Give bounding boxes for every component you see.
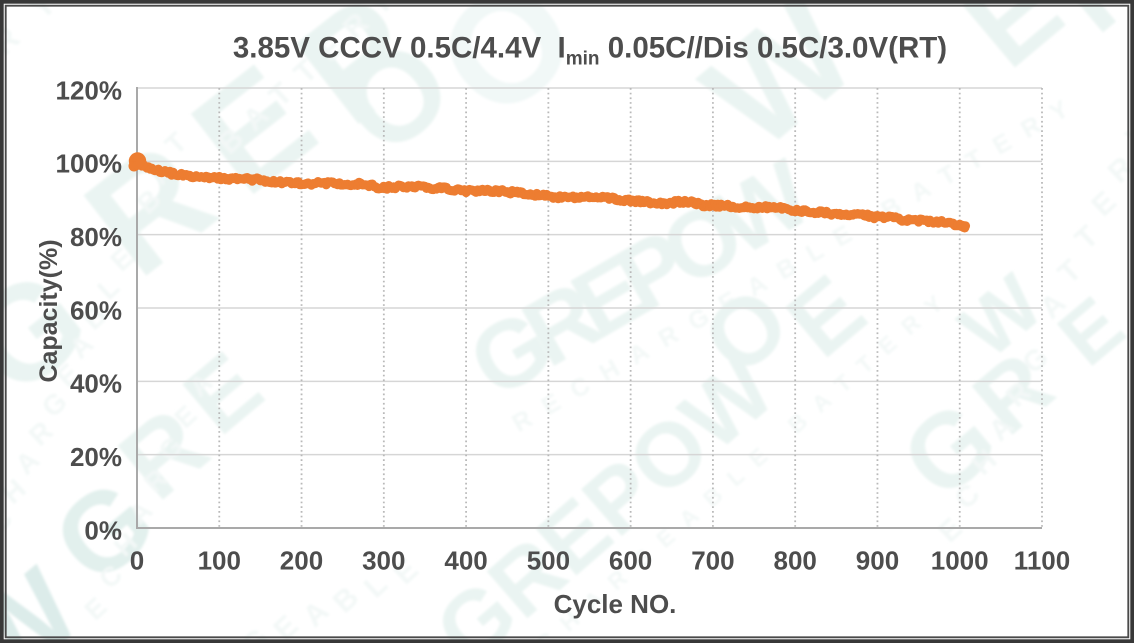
- svg-text:60%: 60%: [70, 295, 122, 325]
- svg-text:100: 100: [198, 546, 241, 576]
- svg-text:Capacity(%): Capacity(%): [35, 239, 63, 382]
- svg-text:Cycle NO.: Cycle NO.: [554, 589, 677, 619]
- svg-text:80%: 80%: [70, 222, 122, 252]
- svg-text:500: 500: [527, 546, 570, 576]
- svg-text:20%: 20%: [70, 442, 122, 472]
- svg-text:200: 200: [280, 546, 323, 576]
- svg-text:40%: 40%: [70, 369, 122, 399]
- svg-text:800: 800: [774, 546, 817, 576]
- svg-text:0%: 0%: [84, 515, 122, 545]
- svg-text:400: 400: [444, 546, 487, 576]
- svg-text:300: 300: [362, 546, 405, 576]
- svg-text:600: 600: [609, 546, 652, 576]
- svg-text:120%: 120%: [56, 75, 123, 105]
- svg-text:100%: 100%: [56, 149, 123, 179]
- svg-text:0: 0: [130, 546, 144, 576]
- svg-text:900: 900: [856, 546, 899, 576]
- svg-text:1000: 1000: [931, 546, 989, 576]
- svg-text:700: 700: [691, 546, 734, 576]
- svg-text:1100: 1100: [1014, 546, 1070, 576]
